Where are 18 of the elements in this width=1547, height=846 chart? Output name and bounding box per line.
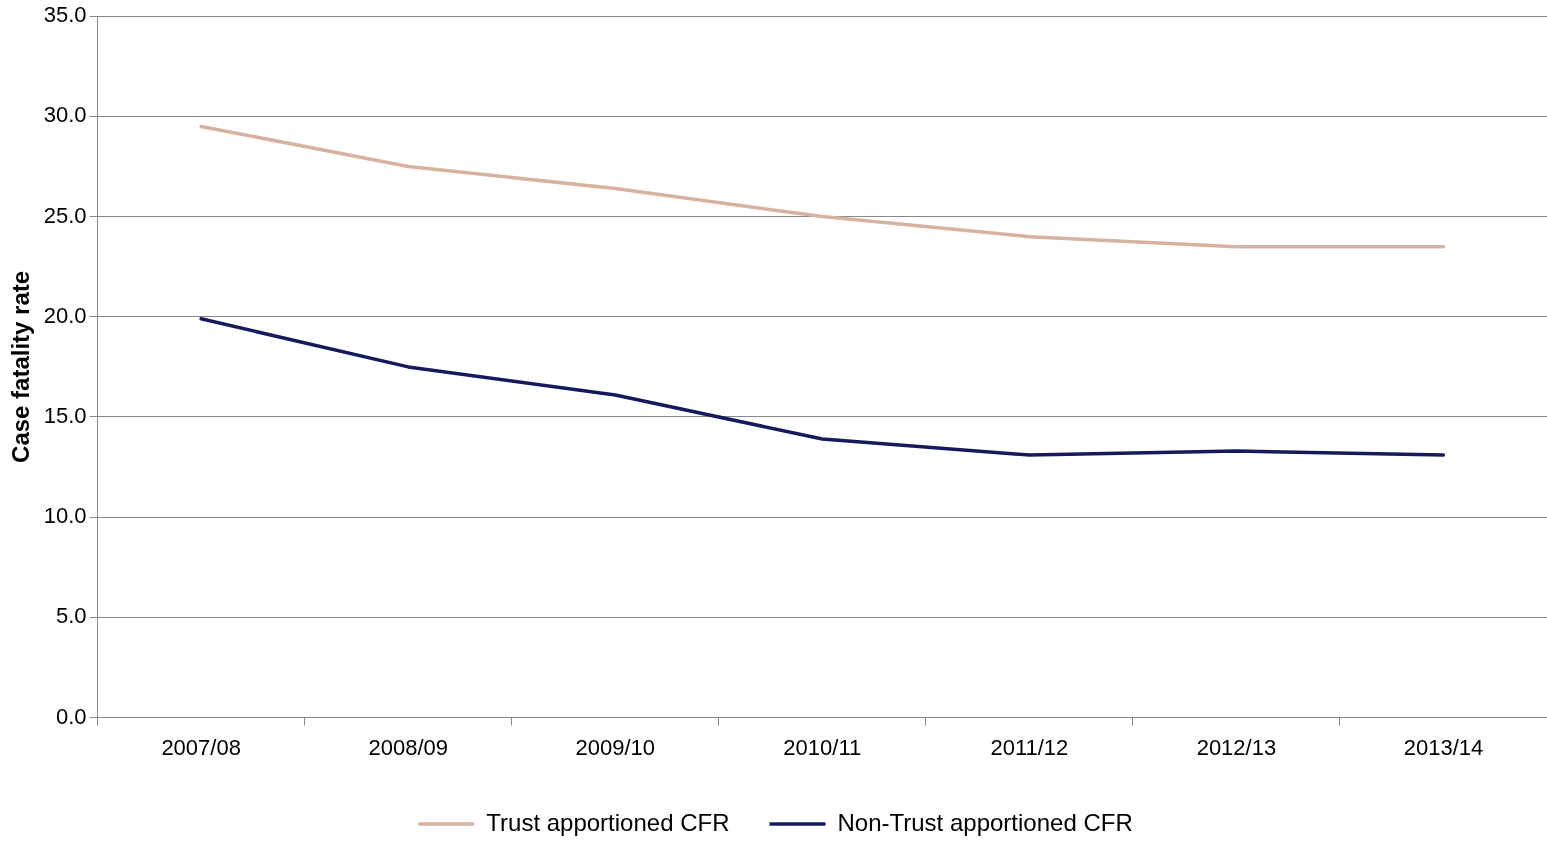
y-tick-label: 25.0 [43, 202, 87, 228]
x-tick-label: 2007/08 [161, 734, 241, 760]
legend-label: Non-Trust apportioned CFR [837, 808, 1133, 836]
y-tick-label: 10.0 [43, 503, 87, 529]
x-tick-label: 2012/13 [1196, 734, 1277, 760]
y-tick-label: 35.0 [43, 2, 87, 28]
y-tick-label: 20.0 [43, 302, 87, 328]
x-tick-label: 2011/12 [990, 734, 1069, 760]
x-tick-label: 2010/11 [783, 734, 862, 760]
y-tick-label: 5.0 [56, 603, 87, 629]
y-tick-label: 0.0 [56, 703, 87, 729]
x-tick-label: 2013/14 [1403, 734, 1484, 760]
legend-label: Trust apportioned CFR [486, 808, 730, 836]
x-tick-label: 2009/10 [575, 734, 656, 760]
y-tick-label: 30.0 [43, 102, 87, 128]
x-tick-label: 2008/09 [368, 734, 448, 760]
y-axis-title: Case fatality rate [7, 270, 35, 463]
y-tick-label: 15.0 [43, 403, 87, 429]
